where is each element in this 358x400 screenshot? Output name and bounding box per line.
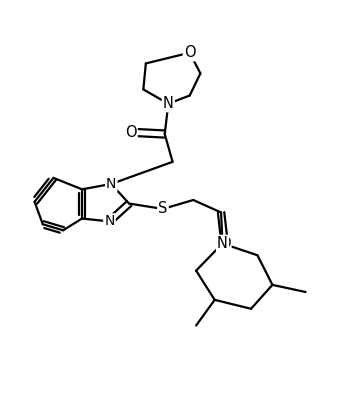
Text: N: N xyxy=(106,177,116,191)
Text: N: N xyxy=(163,96,174,111)
Text: N: N xyxy=(217,236,228,251)
Text: N: N xyxy=(104,214,115,228)
Text: O: O xyxy=(219,236,231,251)
Text: S: S xyxy=(158,202,168,216)
Text: O: O xyxy=(125,125,137,140)
Text: O: O xyxy=(184,45,195,60)
